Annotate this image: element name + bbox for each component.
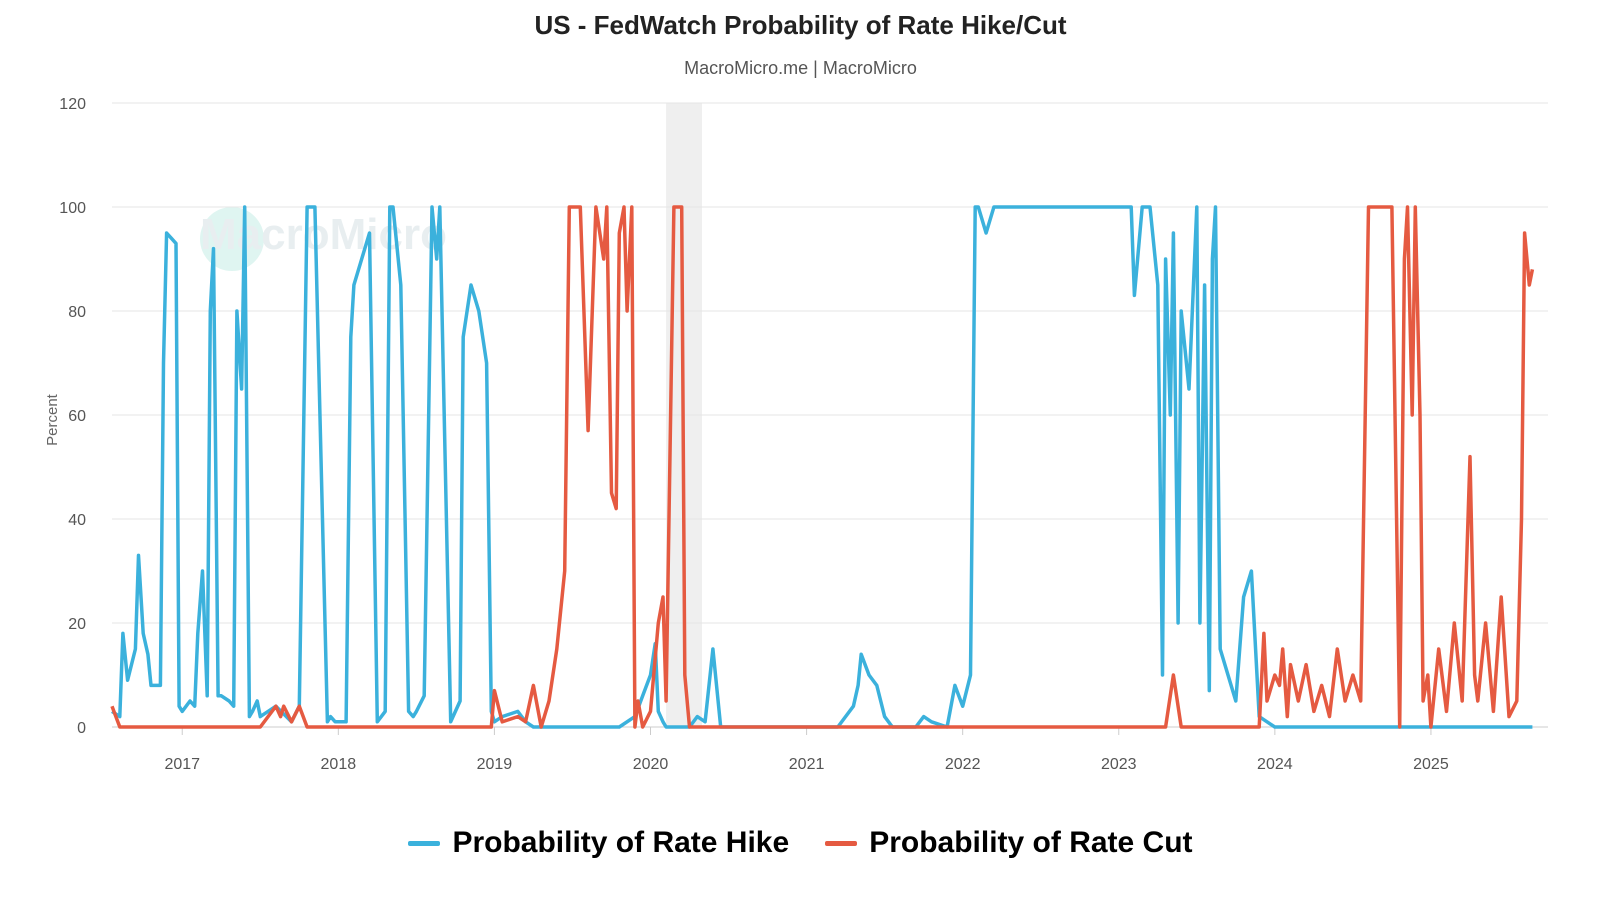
legend-item-cut[interactable]: Probability of Rate Cut — [825, 826, 1193, 860]
legend-swatch-cut — [825, 840, 858, 846]
legend-label-hike: Probability of Rate Hike — [452, 826, 790, 859]
y-tick-label: 80 — [68, 304, 86, 321]
x-tick-label: 2017 — [164, 756, 200, 773]
x-tick-label: 2020 — [633, 756, 669, 773]
legend-label-cut: Probability of Rate Cut — [869, 826, 1193, 859]
y-tick-label: 60 — [68, 408, 86, 425]
x-tick-label: 2024 — [1257, 756, 1293, 773]
legend-swatch-hike — [408, 840, 441, 846]
x-tick-label: 2021 — [789, 756, 825, 773]
y-tick-label: 100 — [59, 200, 86, 217]
y-tick-label: 40 — [68, 512, 86, 529]
series-line-hike — [111, 205, 1533, 729]
watermark-text: MacroMicro — [200, 210, 447, 259]
y-tick-label: 0 — [77, 720, 86, 737]
y-tick-label: 120 — [59, 96, 86, 113]
x-tick-label: 2025 — [1413, 756, 1449, 773]
watermark-logo-icon — [200, 207, 264, 271]
x-tick-label: 2022 — [945, 756, 981, 773]
series-line-cut — [110, 205, 1535, 729]
legend-item-hike[interactable]: Probability of Rate Hike — [408, 826, 789, 860]
chart-subtitle: MacroMicro.me | MacroMicro — [684, 58, 917, 78]
y-tick-label: 20 — [68, 616, 86, 633]
x-tick-label: 2018 — [321, 756, 357, 773]
chart-legend: Probability of Rate Hike Probability of … — [0, 826, 1601, 860]
x-tick-label: 2023 — [1101, 756, 1137, 773]
chart-title: US - FedWatch Probability of Rate Hike/C… — [534, 10, 1067, 40]
x-tick-label: 2019 — [477, 756, 513, 773]
